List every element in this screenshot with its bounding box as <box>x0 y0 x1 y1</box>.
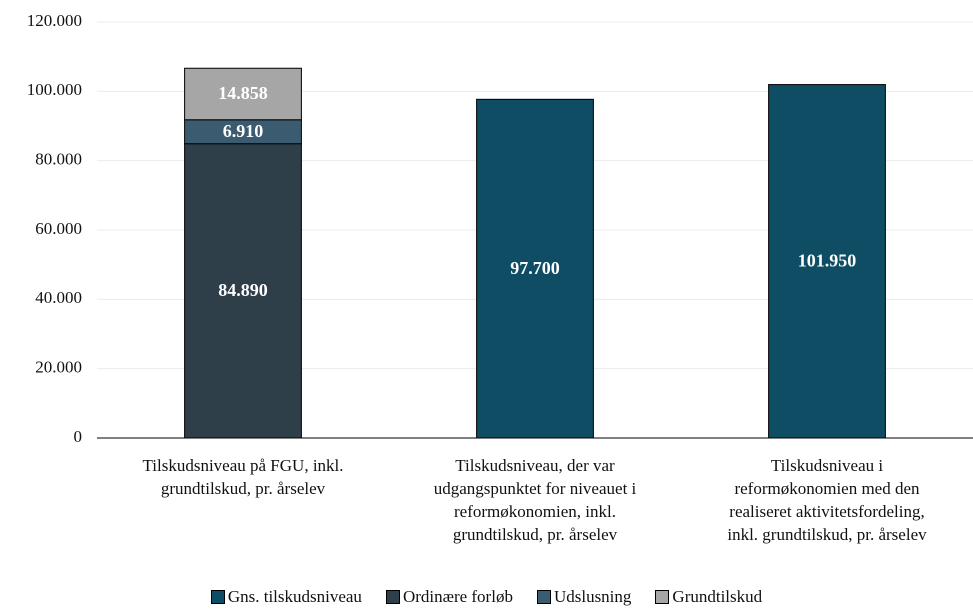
legend-swatch <box>536 590 551 604</box>
bar-segment <box>184 143 302 439</box>
x-tick-label: Tilskudsniveau på FGU, inkl. grundtilsku… <box>142 456 344 498</box>
legend: Gns. tilskudsniveau Ordinære forløb Udslus… <box>0 587 973 607</box>
bar-segment <box>476 98 594 439</box>
legend-item: Ordinære forløb <box>385 587 513 607</box>
legend-label: Ordinære forløb <box>402 587 513 606</box>
legend-swatch <box>385 590 400 604</box>
legend-item: Gns. tilskudsniveau <box>210 587 362 607</box>
legend-swatch <box>655 590 670 604</box>
y-tick-label: 100.000 <box>27 80 82 99</box>
legend-label: Udslusning <box>553 587 632 606</box>
y-tick-label: 120.000 <box>27 11 82 30</box>
data-label: 84.890 <box>218 280 268 300</box>
legend-label: Gns. tilskudsniveau <box>227 587 362 606</box>
legend-item: Udslusning <box>536 587 632 607</box>
legend-swatch <box>210 590 225 604</box>
x-tick-label: Tilskudsniveau, der var udgangspunktet f… <box>433 456 637 544</box>
bar-segment <box>768 84 886 439</box>
y-tick-label: 0 <box>74 427 83 446</box>
data-label: 14.858 <box>218 83 268 103</box>
legend-item: Grundtilskud <box>655 587 762 607</box>
y-tick-label: 40.000 <box>35 288 82 307</box>
y-tick-label: 80.000 <box>35 150 82 169</box>
data-label: 97.700 <box>510 258 560 278</box>
bar-segment <box>184 67 302 121</box>
y-tick-label: 60.000 <box>35 219 82 238</box>
y-tick-label: 20.000 <box>35 358 82 377</box>
x-tick-label: Tilskudsniveau i reformøkonomien med den… <box>727 456 927 544</box>
legend-label: Grundtilskud <box>672 587 763 606</box>
data-label: 6.910 <box>223 121 264 141</box>
data-label: 101.950 <box>798 250 857 270</box>
